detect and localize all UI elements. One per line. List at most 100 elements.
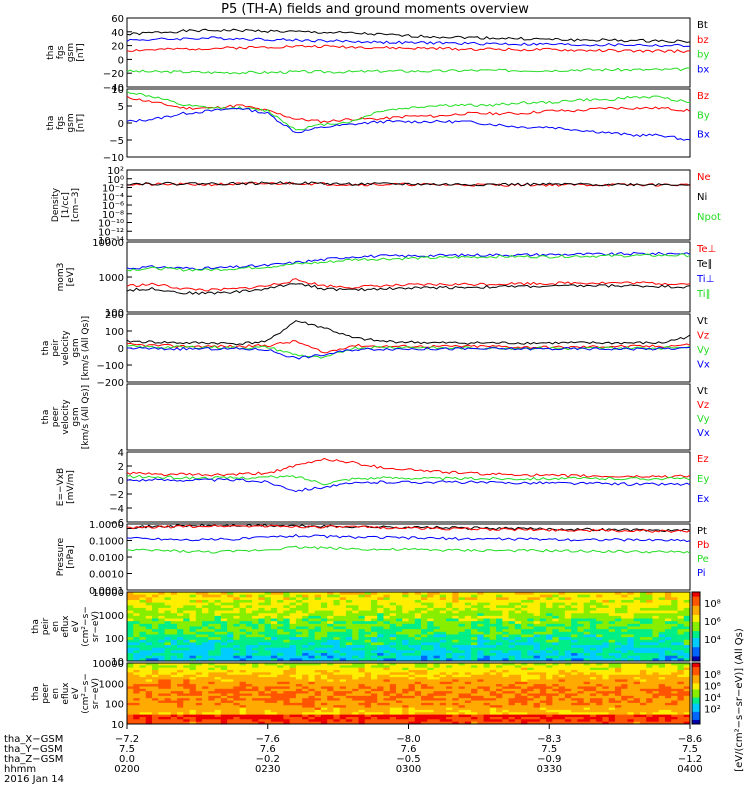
heatmap-cell xyxy=(139,700,147,704)
heatmap-cell xyxy=(277,665,284,669)
heatmap-cell xyxy=(414,623,422,627)
y-axis-label-line: velocity xyxy=(61,399,71,435)
heatmap-cell xyxy=(602,637,610,641)
heatmap-cell xyxy=(496,637,503,641)
heatmap-cell xyxy=(427,693,434,697)
heatmap-cell xyxy=(152,602,159,606)
heatmap-cell xyxy=(189,719,197,723)
colorbar-swatch xyxy=(692,701,700,705)
heatmap-cell xyxy=(533,695,541,699)
y-axis-label-line: gsm xyxy=(66,43,76,62)
heatmap-cell xyxy=(627,705,635,708)
heatmap-cell xyxy=(671,647,678,651)
heatmap-cell xyxy=(395,691,403,694)
heatmap-cell xyxy=(658,700,666,704)
heatmap-cell xyxy=(314,599,322,604)
heatmap-cell xyxy=(158,594,165,598)
colorbar-swatch xyxy=(692,715,700,719)
heatmap-cell xyxy=(289,602,297,606)
heatmap-cell xyxy=(446,698,453,701)
heatmap-cell xyxy=(427,663,434,666)
heatmap-cell xyxy=(289,670,297,673)
heatmap-cell xyxy=(227,667,234,671)
heatmap-cell xyxy=(664,688,672,692)
heatmap-cell xyxy=(302,629,309,633)
heatmap-cell xyxy=(683,647,691,651)
heatmap-cell xyxy=(177,629,184,633)
heatmap-cell xyxy=(483,693,491,697)
heatmap-cell xyxy=(277,653,284,657)
heatmap-cell xyxy=(245,674,253,678)
heatmap-cell xyxy=(452,670,459,673)
heatmap-cell xyxy=(158,599,165,604)
legend-entry: Ne xyxy=(697,172,711,183)
heatmap-cell xyxy=(596,663,603,666)
heatmap-cell xyxy=(133,702,140,706)
heatmap-cell xyxy=(539,634,547,638)
heatmap-cell xyxy=(333,679,341,683)
heatmap-cell xyxy=(258,602,266,606)
heatmap-cell xyxy=(471,658,478,662)
heatmap-cell xyxy=(446,716,453,720)
heatmap-cell xyxy=(633,605,641,609)
heatmap-cell xyxy=(145,681,153,685)
heatmap-cell xyxy=(446,667,453,671)
heatmap-cell xyxy=(577,707,585,711)
heatmap-cell xyxy=(608,621,616,625)
heatmap-cell xyxy=(408,716,416,720)
heatmap-cell xyxy=(502,647,509,651)
heatmap-cell xyxy=(139,712,147,716)
heatmap-cell xyxy=(352,667,359,671)
heatmap-cell xyxy=(602,594,610,598)
colorbar-tick-label: 10⁸ xyxy=(704,670,721,681)
colorbar-label: [eV/(cm²−s−sr−eV)] (All Qs) xyxy=(734,628,745,772)
heatmap-cell xyxy=(527,707,535,711)
heatmap-cell xyxy=(327,610,334,614)
heatmap-cell xyxy=(364,714,372,718)
heatmap-cell xyxy=(214,605,222,609)
heatmap-cell xyxy=(358,705,366,708)
heatmap-cell xyxy=(183,700,190,704)
heatmap-cell xyxy=(302,653,309,657)
heatmap-cell xyxy=(383,607,391,611)
heatmap-cell xyxy=(608,688,616,692)
heatmap-cell xyxy=(596,615,603,619)
heatmap-cell xyxy=(214,705,222,708)
heatmap-cell xyxy=(189,684,197,687)
heatmap-cell xyxy=(627,626,635,630)
heatmap-cell xyxy=(289,714,297,718)
heatmap-cell xyxy=(389,705,397,708)
heatmap-cell xyxy=(202,688,209,692)
heatmap-cell xyxy=(145,653,153,657)
heatmap-cell xyxy=(227,670,234,673)
heatmap-cell xyxy=(646,719,653,723)
heatmap-cell xyxy=(414,650,422,654)
heatmap-cell xyxy=(477,650,484,654)
heatmap-cell xyxy=(358,716,366,720)
heatmap-cell xyxy=(145,629,153,633)
heatmap-cell xyxy=(208,679,215,683)
heatmap-cell xyxy=(489,634,497,638)
heatmap-cell xyxy=(664,677,672,680)
heatmap-cell xyxy=(364,594,372,598)
heatmap-cell xyxy=(433,615,441,619)
heatmap-cell xyxy=(596,672,603,676)
heatmap-cell xyxy=(664,705,672,708)
heatmap-cell xyxy=(546,677,553,680)
heatmap-cell xyxy=(677,623,685,627)
heatmap-cell xyxy=(533,613,541,617)
heatmap-cell xyxy=(564,655,572,659)
heatmap-cell xyxy=(502,639,509,643)
heatmap-cell xyxy=(202,670,209,673)
heatmap-cell xyxy=(227,639,234,643)
heatmap-cell xyxy=(527,653,535,657)
heatmap-cell xyxy=(577,674,585,678)
heatmap-cell xyxy=(539,695,547,699)
heatmap-cell xyxy=(127,695,134,699)
heatmap-cell xyxy=(646,615,653,619)
heatmap-cell xyxy=(583,688,591,692)
heatmap-cell xyxy=(614,677,622,680)
heatmap-cell xyxy=(245,623,253,627)
heatmap-cell xyxy=(345,607,353,611)
heatmap-cell xyxy=(127,679,134,683)
